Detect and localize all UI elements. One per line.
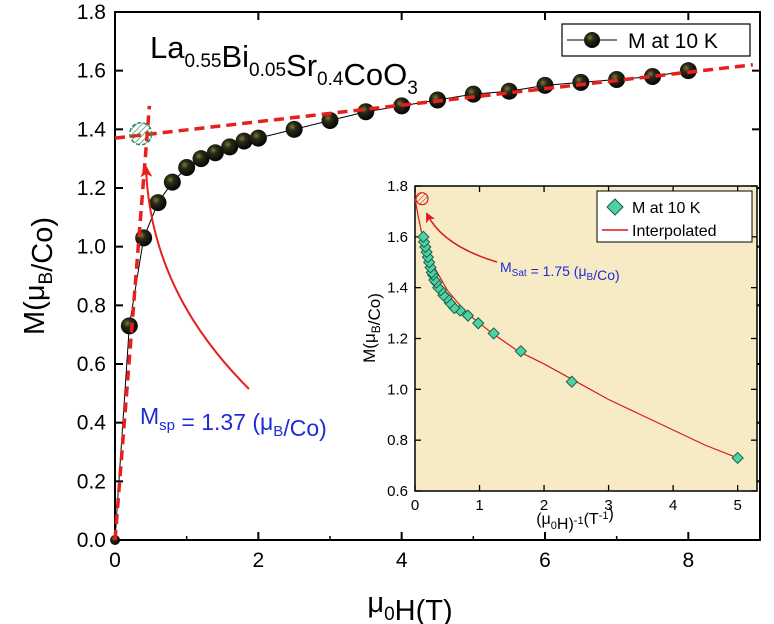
main-legend-label: M at 10 K <box>628 30 718 53</box>
inset-data-point <box>461 309 475 322</box>
main-y-tick-label: 1.0 <box>77 236 106 259</box>
main-data-point <box>192 150 210 168</box>
inset-x-axis-label: (μ0H)-1(T-1) <box>536 506 614 533</box>
inset-x-tick-label: 1 <box>475 497 483 514</box>
inset-x-ticks: 0 1 2 3 4 5 <box>411 186 742 514</box>
inset-y-tick-label: 1.4 <box>387 280 408 297</box>
inset-legend-diamond <box>606 198 624 216</box>
inset-legend-label-measured: M at 10 K <box>632 200 701 217</box>
main-data-point <box>206 144 224 162</box>
main-data-point <box>464 85 482 103</box>
main-data-point <box>500 82 518 100</box>
main-y-tick-label: 0.8 <box>77 294 106 317</box>
inset-data-point <box>514 345 528 358</box>
main-y-tick-label: 1.4 <box>77 118 107 141</box>
inset-legend: M at 10 K Interpolated <box>596 190 753 243</box>
main-y-tick-label: 0.4 <box>77 412 107 435</box>
inset-data-point <box>565 375 579 388</box>
main-x-tick-label: 8 <box>682 549 694 572</box>
inset-y-tick-label: 1.0 <box>387 381 408 398</box>
main-y-tick-label: 0.0 <box>77 529 106 552</box>
main-data-point <box>149 194 167 212</box>
main-x-axis-label: μ0H(T) <box>367 587 452 624</box>
inset-series-points <box>417 230 744 465</box>
inset-data-point <box>472 317 485 330</box>
main-data-point <box>120 317 138 335</box>
main-x-tick-label: 0 <box>109 549 121 572</box>
compound-title: La0.55Bi0.05Sr0.4CoO3 <box>150 30 418 99</box>
main-data-point <box>321 112 339 130</box>
main-y-tick-label: 0.2 <box>77 470 106 493</box>
main-legend-marker <box>584 32 600 48</box>
inset-y-ticks: 0.6 0.8 1.0 1.2 1.4 1.6 1.8 <box>387 178 757 500</box>
inset-data-point <box>417 230 430 244</box>
main-data-point <box>178 158 196 176</box>
main-plot-frame <box>114 11 761 541</box>
inset-y-tick-label: 0.8 <box>387 432 408 449</box>
main-y-tick-label: 1.8 <box>77 1 106 24</box>
saturation-marker <box>415 192 429 206</box>
msp-annotation: Msp = 1.37 (μB/Co) <box>140 403 327 441</box>
main-y-tick-label: 0.6 <box>77 353 106 376</box>
msat-annotation: MSat = 1.75 (μB/Co) <box>500 259 620 283</box>
spontaneous-magnetization-marker <box>129 121 153 146</box>
inset-x-tick-label: 3 <box>604 497 612 514</box>
inset-legend-label-interpolated: Interpolated <box>632 223 717 240</box>
inset-y-tick-label: 1.2 <box>387 331 408 348</box>
msat-arrow <box>426 212 498 263</box>
inset-y-tick-label: 1.8 <box>387 178 408 195</box>
main-y-axis-label: M(μB/Co) <box>19 217 59 335</box>
inset-y-tick-label: 1.6 <box>387 229 408 246</box>
main-data-point <box>644 68 661 86</box>
inset-x-tick-label: 2 <box>540 497 548 514</box>
inset-x-tick-label: 0 <box>411 497 419 514</box>
main-x-tick-label: 2 <box>252 549 264 572</box>
inset-data-point <box>731 451 744 465</box>
main-y-tick-label: 1.2 <box>77 177 106 200</box>
inset-y-tick-label: 0.6 <box>387 483 408 500</box>
inset-data-point <box>487 327 500 340</box>
main-data-point <box>163 173 181 191</box>
inset-y-axis-label: M(μB/Co) <box>360 293 384 363</box>
main-data-point <box>221 138 239 156</box>
main-y-ticks: 0.0 0.2 0.4 0.6 0.8 1.0 1.2 1.4 1.6 1.8 <box>77 1 760 552</box>
msp-arrow <box>140 165 250 390</box>
main-data-point <box>536 76 554 94</box>
main-data-point <box>285 120 303 138</box>
high-field-fit-line <box>114 63 754 140</box>
main-data-point <box>249 129 267 147</box>
main-legend: M at 10 K <box>561 23 751 57</box>
main-data-point <box>235 132 253 150</box>
inset-legend-box <box>596 190 753 243</box>
main-data-point <box>572 73 590 91</box>
main-x-ticks: 0 2 4 6 8 <box>109 12 694 572</box>
inset-chart: 0 1 2 3 4 5 0.6 0.8 1.0 1.2 1.4 1.6 1.8 (μ0H)-1(T-1… <box>360 178 758 533</box>
main-x-tick-label: 6 <box>539 549 551 572</box>
inset-x-tick-label: 5 <box>733 497 741 514</box>
low-field-fit-line <box>113 105 152 541</box>
main-y-tick-label: 1.6 <box>77 60 106 83</box>
main-chart: 0 2 4 6 8 0.0 0.2 0.4 0.6 0.8 1.0 1.2 1.4 1.6 1.8 μ0H… <box>19 1 761 624</box>
inset-x-tick-label: 4 <box>669 497 677 514</box>
main-x-tick-label: 4 <box>396 549 408 572</box>
